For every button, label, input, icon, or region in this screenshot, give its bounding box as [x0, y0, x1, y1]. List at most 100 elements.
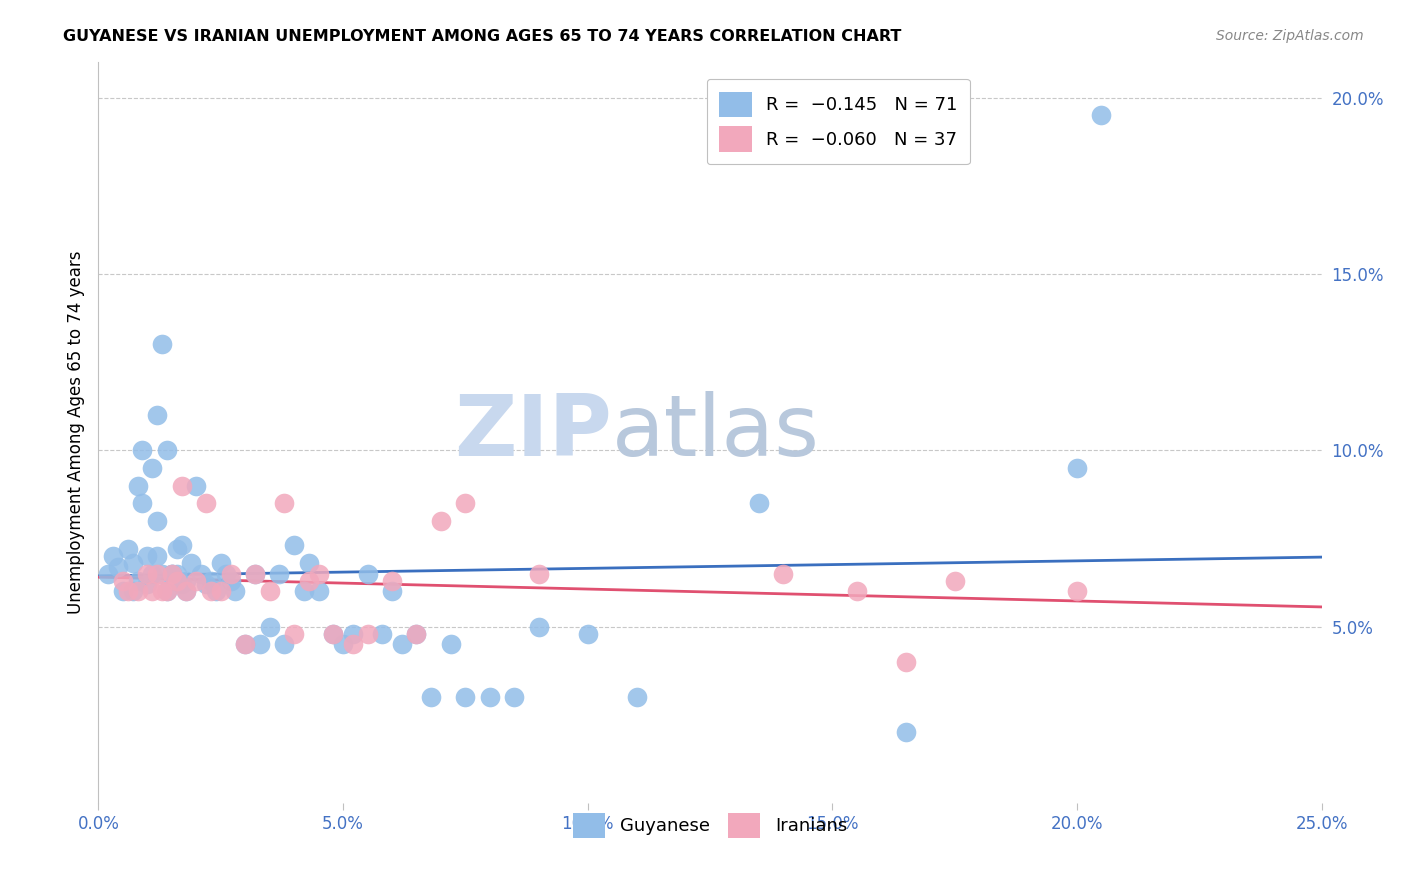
Point [195, 496, 218, 510]
Point [527, 566, 550, 581]
Point [356, 626, 378, 640]
Point [308, 566, 330, 581]
Point [176, 584, 198, 599]
Text: GUYANESE VS IRANIAN UNEMPLOYMENT AMONG AGES 65 TO 74 YEARS CORRELATION CHART: GUYANESE VS IRANIAN UNEMPLOYMENT AMONG A… [63, 29, 901, 44]
Point [107, 559, 129, 574]
Point [454, 690, 477, 704]
Point [454, 496, 477, 510]
Point [214, 566, 236, 581]
Point [391, 637, 413, 651]
Point [219, 566, 242, 581]
Point [121, 584, 143, 599]
Point [308, 584, 330, 599]
Point [576, 626, 599, 640]
Point [160, 566, 183, 581]
Point [405, 626, 427, 640]
Point [97, 566, 120, 581]
Point [845, 584, 868, 599]
Point [141, 566, 163, 581]
Point [259, 584, 281, 599]
Point [1066, 584, 1088, 599]
Point [156, 584, 179, 599]
Point [233, 637, 256, 651]
Y-axis label: Unemployment Among Ages 65 to 74 years: Unemployment Among Ages 65 to 74 years [66, 251, 84, 615]
Point [160, 566, 183, 581]
Point [298, 574, 321, 588]
Point [233, 637, 256, 651]
Point [259, 619, 281, 633]
Point [186, 478, 208, 492]
Point [292, 584, 315, 599]
Text: Source: ZipAtlas.com: Source: ZipAtlas.com [1216, 29, 1364, 43]
Legend: Guyanese, Iranians: Guyanese, Iranians [565, 805, 855, 846]
Point [342, 637, 364, 651]
Point [322, 626, 344, 640]
Point [150, 566, 173, 581]
Point [127, 478, 149, 492]
Point [894, 725, 917, 739]
Point [136, 566, 159, 581]
Point [1090, 108, 1112, 122]
Point [136, 549, 159, 563]
Point [170, 577, 193, 591]
Point [117, 541, 139, 556]
Point [772, 566, 794, 581]
Point [503, 690, 526, 704]
Point [273, 637, 295, 651]
Point [381, 574, 404, 588]
Point [121, 556, 143, 570]
Point [101, 549, 124, 563]
Point [166, 566, 188, 581]
Point [180, 556, 202, 570]
Point [440, 637, 463, 651]
Point [131, 496, 153, 510]
Point [478, 690, 501, 704]
Point [894, 655, 917, 669]
Point [224, 584, 246, 599]
Point [176, 584, 198, 599]
Point [146, 549, 169, 563]
Point [200, 584, 222, 599]
Point [269, 566, 291, 581]
Point [156, 443, 179, 458]
Point [420, 690, 443, 704]
Point [117, 584, 139, 599]
Point [405, 626, 427, 640]
Point [332, 637, 354, 651]
Point [170, 478, 193, 492]
Point [111, 574, 134, 588]
Point [146, 566, 169, 581]
Point [943, 574, 966, 588]
Point [136, 577, 159, 591]
Point [209, 584, 232, 599]
Point [176, 574, 198, 588]
Point [243, 566, 266, 581]
Point [748, 496, 770, 510]
Point [141, 584, 163, 599]
Point [195, 577, 218, 591]
Point [141, 461, 163, 475]
Point [190, 566, 212, 581]
Point [342, 626, 364, 640]
Point [273, 496, 295, 510]
Point [150, 337, 173, 351]
Text: atlas: atlas [612, 391, 820, 475]
Point [150, 584, 173, 599]
Point [527, 619, 550, 633]
Point [127, 574, 149, 588]
Point [166, 541, 188, 556]
Point [156, 584, 179, 599]
Point [146, 514, 169, 528]
Point [381, 584, 404, 599]
Point [111, 584, 134, 599]
Point [371, 626, 394, 640]
Point [205, 584, 228, 599]
Point [626, 690, 648, 704]
Point [243, 566, 266, 581]
Point [127, 584, 149, 599]
Point [186, 574, 208, 588]
Point [430, 514, 453, 528]
Point [219, 574, 242, 588]
Point [200, 574, 222, 588]
Point [283, 538, 305, 552]
